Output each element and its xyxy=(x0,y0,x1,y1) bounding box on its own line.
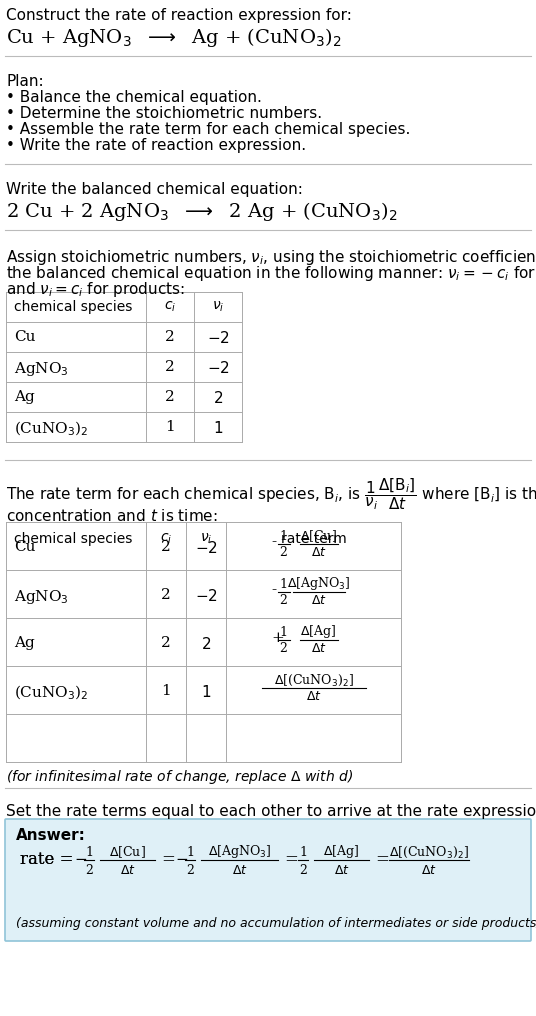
Text: $\Delta$[Cu]: $\Delta$[Cu] xyxy=(109,844,146,860)
Text: $\Delta$[(CuNO$_3$)$_2$]: $\Delta$[(CuNO$_3$)$_2$] xyxy=(389,844,469,860)
Text: $\nu_i$: $\nu_i$ xyxy=(212,300,224,314)
Text: −: − xyxy=(74,853,87,867)
Text: Ag: Ag xyxy=(14,390,35,404)
Text: 2: 2 xyxy=(165,360,175,374)
Text: 1: 1 xyxy=(279,529,287,543)
Text: $\nu_i$: $\nu_i$ xyxy=(200,532,212,547)
Text: Write the balanced chemical equation:: Write the balanced chemical equation: xyxy=(6,182,303,197)
Text: $\Delta t$: $\Delta t$ xyxy=(232,864,248,877)
Text: • Write the rate of reaction expression.: • Write the rate of reaction expression. xyxy=(6,138,306,153)
Text: $\Delta$[Ag]: $\Delta$[Ag] xyxy=(323,843,360,861)
Text: (for infinitesimal rate of change, replace $\Delta$ with $d$): (for infinitesimal rate of change, repla… xyxy=(6,768,353,786)
Text: $-2$: $-2$ xyxy=(206,360,229,376)
Text: $\Delta t$: $\Delta t$ xyxy=(333,864,349,877)
Text: $\Delta t$: $\Delta t$ xyxy=(310,546,326,559)
Text: $\Delta$[Cu]: $\Delta$[Cu] xyxy=(300,528,337,544)
Text: 2: 2 xyxy=(280,641,287,654)
Text: 2: 2 xyxy=(186,864,194,877)
Text: 1: 1 xyxy=(299,845,307,859)
Text: Cu + AgNO$_3$  $\longrightarrow$  Ag + (CuNO$_3$)$_2$: Cu + AgNO$_3$ $\longrightarrow$ Ag + (Cu… xyxy=(6,26,341,49)
Text: 1: 1 xyxy=(161,684,171,698)
Text: Cu: Cu xyxy=(14,330,35,344)
Text: $-2$: $-2$ xyxy=(195,539,218,556)
Text: -: - xyxy=(272,535,277,549)
Text: Cu: Cu xyxy=(14,539,35,554)
Text: $\Delta t$: $\Delta t$ xyxy=(120,864,136,877)
Text: $2$: $2$ xyxy=(213,390,223,406)
Text: $2$: $2$ xyxy=(201,636,211,652)
Text: the balanced chemical equation in the following manner: $\nu_i = -c_i$ for react: the balanced chemical equation in the fo… xyxy=(6,264,536,283)
Text: AgNO$_3$: AgNO$_3$ xyxy=(14,588,69,606)
Text: 2: 2 xyxy=(161,588,171,602)
Text: 2 Cu + 2 AgNO$_3$  $\longrightarrow$  2 Ag + (CuNO$_3$)$_2$: 2 Cu + 2 AgNO$_3$ $\longrightarrow$ 2 Ag… xyxy=(6,200,397,223)
Text: $c_i$: $c_i$ xyxy=(164,300,176,314)
Text: (CuNO$_3$)$_2$: (CuNO$_3$)$_2$ xyxy=(14,420,88,438)
Text: $\Delta$[AgNO$_3$]: $\Delta$[AgNO$_3$] xyxy=(208,843,271,861)
Text: Set the rate terms equal to each other to arrive at the rate expression:: Set the rate terms equal to each other t… xyxy=(6,804,536,819)
Text: (CuNO$_3$)$_2$: (CuNO$_3$)$_2$ xyxy=(14,684,88,702)
Text: 2: 2 xyxy=(299,864,307,877)
Text: 2: 2 xyxy=(280,593,287,607)
Text: • Assemble the rate term for each chemical species.: • Assemble the rate term for each chemic… xyxy=(6,122,411,137)
Text: $\Delta t$: $\Delta t$ xyxy=(310,641,326,654)
Text: • Determine the stoichiometric numbers.: • Determine the stoichiometric numbers. xyxy=(6,106,322,121)
Text: −: − xyxy=(175,853,188,867)
Text: =: = xyxy=(375,851,389,869)
Text: concentration and $t$ is time:: concentration and $t$ is time: xyxy=(6,508,218,524)
Text: 2: 2 xyxy=(161,539,171,554)
Text: rate =: rate = xyxy=(20,851,73,869)
Text: and $\nu_i = c_i$ for products:: and $\nu_i = c_i$ for products: xyxy=(6,280,185,299)
Text: $-2$: $-2$ xyxy=(206,330,229,346)
Text: $-2$: $-2$ xyxy=(195,588,218,604)
Text: (assuming constant volume and no accumulation of intermediates or side products): (assuming constant volume and no accumul… xyxy=(16,917,536,931)
Text: rate =: rate = xyxy=(20,850,73,868)
Text: +: + xyxy=(272,631,284,645)
Text: Answer:: Answer: xyxy=(16,828,86,843)
Text: $c_i$: $c_i$ xyxy=(160,532,172,547)
FancyBboxPatch shape xyxy=(5,819,531,941)
Text: =: = xyxy=(284,851,298,869)
Text: 2: 2 xyxy=(280,546,287,559)
Text: Ag: Ag xyxy=(14,636,35,650)
Text: -: - xyxy=(272,583,277,597)
Text: =: = xyxy=(161,851,175,869)
Text: • Balance the chemical equation.: • Balance the chemical equation. xyxy=(6,90,262,105)
Text: chemical species: chemical species xyxy=(14,300,132,314)
Text: Plan:: Plan: xyxy=(6,74,43,89)
Text: 1: 1 xyxy=(279,577,287,590)
Text: $1$: $1$ xyxy=(213,420,223,436)
Text: AgNO$_3$: AgNO$_3$ xyxy=(14,360,69,378)
Text: 2: 2 xyxy=(165,330,175,344)
Text: 2: 2 xyxy=(85,864,93,877)
Text: 1: 1 xyxy=(186,845,194,859)
Text: Construct the rate of reaction expression for:: Construct the rate of reaction expressio… xyxy=(6,8,352,23)
Text: chemical species: chemical species xyxy=(14,532,132,546)
Text: $\Delta$[AgNO$_3$]: $\Delta$[AgNO$_3$] xyxy=(287,575,350,592)
Text: $\Delta t$: $\Delta t$ xyxy=(310,593,326,607)
Text: 1: 1 xyxy=(279,626,287,638)
Text: The rate term for each chemical species, B$_i$, is $\dfrac{1}{\nu_i}\dfrac{\Delt: The rate term for each chemical species,… xyxy=(6,477,536,512)
Text: Assign stoichiometric numbers, $\nu_i$, using the stoichiometric coefficients, $: Assign stoichiometric numbers, $\nu_i$, … xyxy=(6,248,536,267)
Text: 2: 2 xyxy=(165,390,175,404)
Text: 1: 1 xyxy=(85,845,93,859)
Text: rate term: rate term xyxy=(281,532,346,546)
Text: $\Delta$[Ag]: $\Delta$[Ag] xyxy=(300,624,337,640)
Text: 1: 1 xyxy=(165,420,175,434)
Text: $\Delta t$: $\Delta t$ xyxy=(421,864,437,877)
Text: $\Delta$[(CuNO$_3$)$_2$]: $\Delta$[(CuNO$_3$)$_2$] xyxy=(273,673,353,688)
Text: $\Delta t$: $\Delta t$ xyxy=(306,690,322,702)
Text: 2: 2 xyxy=(161,636,171,650)
Text: $1$: $1$ xyxy=(201,684,211,700)
